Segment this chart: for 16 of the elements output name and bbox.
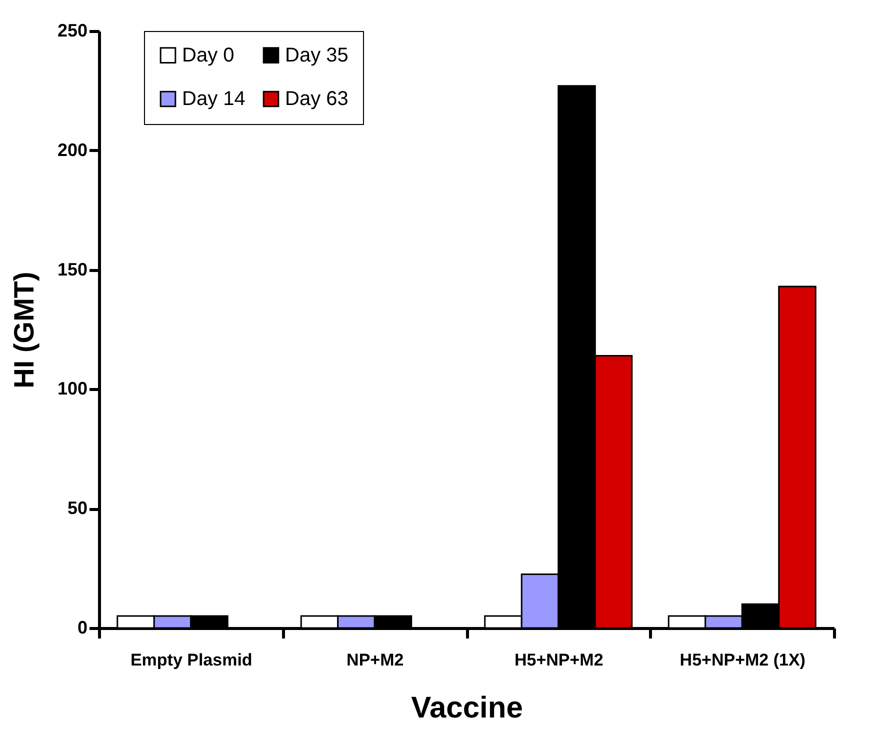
x-tick-label: Empty Plasmid	[130, 650, 252, 670]
y-axis-title: HI (GMT)	[8, 272, 40, 388]
y-tick-label: 200	[57, 140, 88, 160]
legend-label: Day 35	[285, 44, 348, 66]
x-tick-label: H5+NP+M2	[514, 650, 604, 670]
y-tick-label: 50	[67, 498, 88, 518]
x-tick-label: H5+NP+M2 (1X)	[680, 650, 806, 670]
x-tick-label: NP+M2	[346, 650, 404, 670]
y-tick-label: 150	[57, 259, 88, 280]
y-tick-label: 0	[77, 618, 88, 638]
y-tick-label: 100	[57, 378, 88, 399]
x-axis-title: Vaccine	[411, 692, 523, 724]
legend-label: Day 14	[182, 88, 246, 110]
legend-label: Day 0	[182, 44, 234, 66]
y-tick-label: 250	[57, 20, 88, 40]
legend-label: Day 63	[285, 88, 348, 110]
